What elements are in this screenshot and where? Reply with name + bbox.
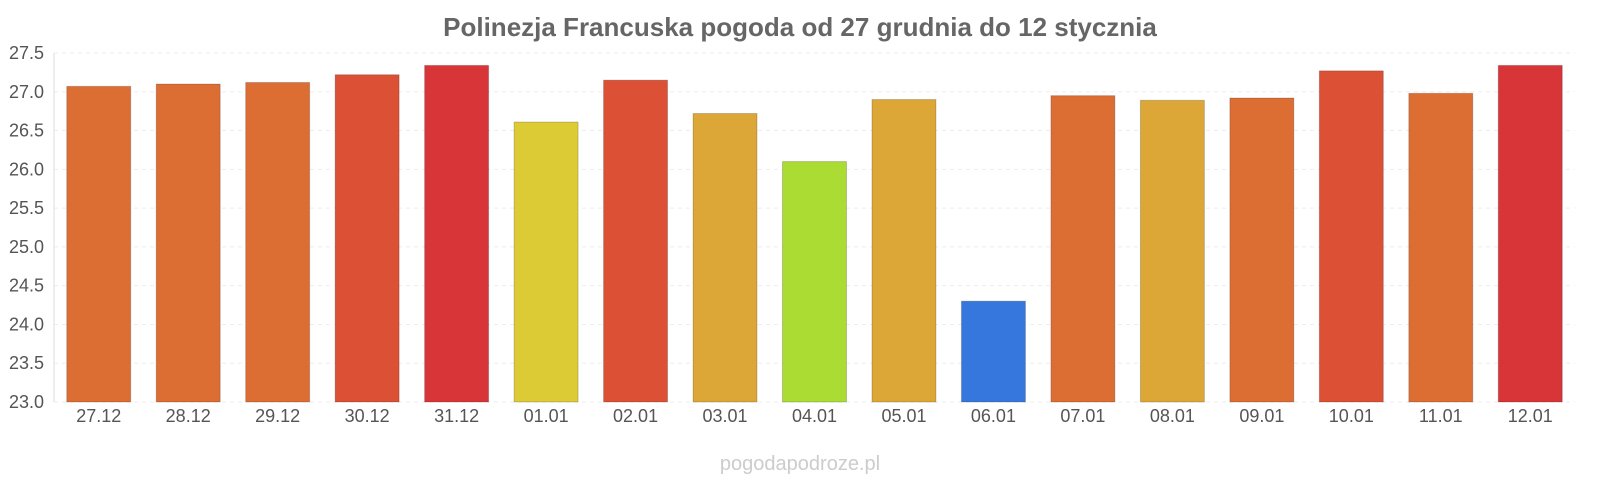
x-tick-label: 05.01 [881, 406, 926, 426]
bar-01.01 [513, 121, 579, 403]
bar-27.12 [66, 85, 132, 403]
bar-12.01 [1497, 64, 1563, 403]
x-tick-label: 08.01 [1150, 406, 1195, 426]
x-tick-label: 02.01 [613, 406, 658, 426]
y-tick-label: 25.5 [9, 198, 44, 218]
bar-02.01 [603, 79, 669, 403]
bar-04.01 [782, 161, 847, 403]
x-tick-label: 31.12 [434, 406, 479, 426]
y-tick-label: 24.0 [9, 314, 44, 334]
x-tick-label: 11.01 [1419, 406, 1463, 426]
x-tick-label: 03.01 [703, 406, 748, 426]
bar-11.01 [1408, 92, 1474, 403]
x-tick-label: 12.01 [1508, 406, 1553, 426]
bar-07.01 [1050, 95, 1116, 403]
bar-28.12 [155, 83, 221, 403]
x-tick-label: 06.01 [971, 406, 1016, 426]
x-axis-tick-labels: 27.12 28.12 29.12 30.12 31.12 01.01 02.01 03.01… [76, 406, 1553, 426]
x-tick-label: 07.01 [1060, 406, 1105, 426]
bar-29.12 [245, 81, 311, 403]
y-tick-label: 25.0 [9, 237, 44, 257]
y-tick-label: 23.5 [9, 353, 44, 373]
bar-10.01 [1318, 70, 1384, 403]
bar-03.01 [692, 112, 758, 403]
bar-06.01 [960, 300, 1026, 403]
y-tick-label: 27.5 [9, 43, 44, 63]
y-tick-label: 26.5 [9, 121, 44, 141]
y-tick-label: 23.0 [9, 392, 44, 412]
watermark: pogodapodroze.pl [720, 453, 880, 475]
x-tick-label: 30.12 [345, 406, 390, 426]
bar-30.12 [334, 74, 400, 403]
x-tick-label: 01.01 [524, 406, 569, 426]
x-tick-label: 29.12 [255, 406, 300, 426]
x-tick-label: 04.01 [792, 406, 837, 426]
bar-31.12 [424, 64, 490, 403]
y-tick-label: 26.0 [9, 159, 44, 179]
y-tick-label: 27.0 [9, 82, 44, 102]
bars [66, 64, 1563, 403]
x-tick-label: 28.12 [166, 406, 211, 426]
chart-title: Polinezja Francuska pogoda od 27 grudnia… [443, 12, 1157, 42]
bar-08.01 [1139, 99, 1205, 403]
y-axis-tick-labels: 23.0 23.5 24.0 24.5 25.0 25.5 26.0 26.5 27.0 27.5 [9, 43, 44, 412]
x-tick-label: 10.01 [1329, 406, 1374, 426]
bar-05.01 [871, 99, 937, 403]
x-tick-label: 09.01 [1239, 406, 1284, 426]
bar-09.01 [1229, 97, 1295, 403]
x-tick-label: 27.12 [76, 406, 121, 426]
y-tick-label: 24.5 [9, 276, 44, 296]
